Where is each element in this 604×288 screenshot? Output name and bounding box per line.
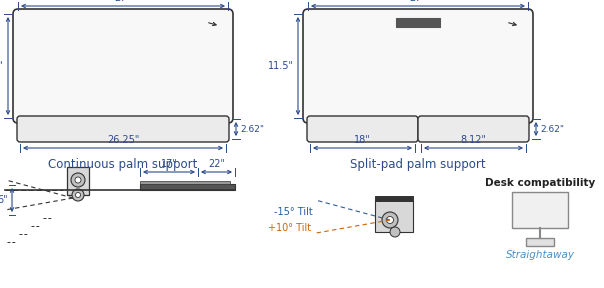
Circle shape	[75, 177, 81, 183]
Bar	[140, 184, 235, 190]
Bar	[512, 192, 568, 228]
Text: Continuous palm support: Continuous palm support	[48, 158, 198, 171]
Bar	[375, 200, 413, 232]
Text: 8.12": 8.12"	[460, 135, 486, 145]
Text: 22": 22"	[208, 159, 225, 169]
FancyBboxPatch shape	[418, 116, 529, 142]
Text: Straightaway: Straightaway	[506, 250, 574, 260]
Text: 11.5": 11.5"	[0, 61, 4, 71]
Circle shape	[387, 217, 393, 223]
Text: 6": 6"	[0, 195, 8, 205]
Circle shape	[382, 212, 398, 228]
Circle shape	[76, 192, 80, 198]
Text: 27": 27"	[410, 0, 426, 3]
Text: 18": 18"	[354, 135, 371, 145]
Bar	[375, 196, 413, 201]
Bar	[67, 167, 89, 195]
Bar	[396, 18, 440, 27]
Bar	[526, 238, 554, 246]
Text: 27": 27"	[115, 0, 132, 3]
Text: 2.62": 2.62"	[240, 124, 264, 134]
Text: 2.62": 2.62"	[540, 124, 564, 134]
Text: +10° Tilt: +10° Tilt	[268, 223, 311, 233]
Text: 26.25": 26.25"	[107, 135, 139, 145]
FancyBboxPatch shape	[303, 9, 533, 123]
Circle shape	[71, 173, 85, 187]
Circle shape	[72, 189, 84, 201]
Text: 17": 17"	[161, 159, 178, 169]
Text: Desk compatibility: Desk compatibility	[485, 178, 595, 188]
Circle shape	[390, 227, 400, 237]
Bar	[140, 181, 230, 184]
FancyBboxPatch shape	[307, 116, 418, 142]
Text: Split-pad palm support: Split-pad palm support	[350, 158, 486, 171]
FancyBboxPatch shape	[13, 9, 233, 123]
Text: 11.5": 11.5"	[268, 61, 294, 71]
FancyBboxPatch shape	[17, 116, 229, 142]
Text: -15° Tilt: -15° Tilt	[274, 207, 312, 217]
